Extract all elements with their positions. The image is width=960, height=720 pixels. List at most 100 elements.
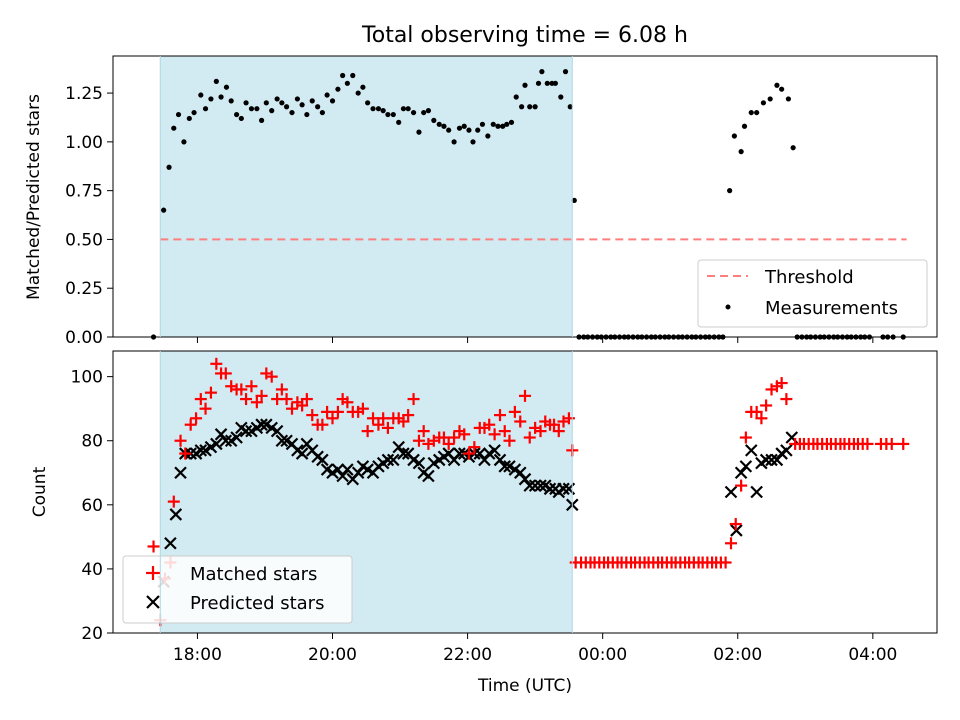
matched-star-marker <box>255 389 268 402</box>
top-y-axis-label: Matched/Predicted stars <box>24 94 44 300</box>
measurement-point <box>181 139 187 145</box>
predicted-star-marker <box>518 472 532 486</box>
matched-star-marker <box>219 367 232 380</box>
matched-star-marker <box>316 418 329 431</box>
measurement-point <box>760 100 767 106</box>
top-y-tick-label: 1.00 <box>65 133 103 153</box>
predicted-star-marker <box>336 469 349 483</box>
measurement-point <box>774 82 780 88</box>
matched-star-marker <box>367 412 380 425</box>
matched-star-marker <box>750 405 763 418</box>
legend-measurements-label: Measurements <box>765 298 898 319</box>
matched-star-marker <box>179 447 192 460</box>
predicted-star-marker <box>381 453 395 467</box>
matched-star-marker <box>381 421 394 434</box>
measurement-point <box>513 94 519 100</box>
top-y-tick-label: 0.25 <box>65 279 103 299</box>
bottom-axes-frame <box>112 350 938 634</box>
predicted-star-marker <box>169 508 183 521</box>
legend-measurements-swatch <box>725 304 731 310</box>
measurement-point <box>731 133 737 139</box>
measurement-point <box>567 104 573 110</box>
measurement-point <box>532 104 538 110</box>
matched-star-marker <box>523 431 536 444</box>
matched-star-marker <box>897 437 910 450</box>
measurement-point <box>535 80 542 86</box>
predicted-star-marker <box>493 453 507 467</box>
matched-star-marker <box>174 434 187 447</box>
matched-star-marker <box>458 428 471 441</box>
matched-star-marker <box>468 441 481 454</box>
chart-title: Total observing time = 6.08 h <box>361 23 688 48</box>
matched-star-marker <box>519 389 531 402</box>
bottom-y-tick-label: 80 <box>81 432 103 452</box>
measurement-point <box>396 119 402 125</box>
measurement-point <box>456 125 463 131</box>
measurement-point <box>319 109 325 116</box>
measurement-point <box>544 80 550 86</box>
measurement-point <box>558 94 564 100</box>
predicted-star-marker <box>392 440 405 454</box>
matched-star-marker <box>184 418 197 431</box>
predicted-star-marker <box>488 444 501 457</box>
matched-star-marker <box>755 412 768 425</box>
matched-star-marker <box>407 393 420 406</box>
matched-star-marker <box>498 425 511 438</box>
predicted-star-marker <box>744 444 758 457</box>
measurement-point <box>171 125 177 131</box>
measurement-point <box>198 92 204 98</box>
measurement-point <box>741 123 748 129</box>
matched-star-marker <box>534 425 547 438</box>
legend-matched-label: Matched stars <box>190 564 317 585</box>
measurement-point <box>191 109 197 116</box>
predicted-star-marker <box>295 447 309 460</box>
predicted-star-marker <box>412 456 426 470</box>
measurement-point <box>340 72 346 79</box>
measurement-point <box>785 96 792 102</box>
measurement-point <box>475 127 481 133</box>
measurement-point <box>329 98 336 104</box>
measurement-point <box>405 106 411 112</box>
measurement-point <box>254 106 260 112</box>
predicted-star-marker <box>316 453 329 467</box>
measurement-point <box>248 106 255 112</box>
matched-star-marker <box>377 412 390 425</box>
predicted-star-marker <box>473 447 487 460</box>
top-y-tick-label: 0.75 <box>65 182 103 202</box>
measurement-point <box>500 123 506 129</box>
measurement-point <box>390 111 396 118</box>
measurement-point <box>324 92 330 98</box>
predicted-star-marker <box>239 424 253 438</box>
measurement-point <box>539 69 545 75</box>
top-axes-frame <box>112 55 938 338</box>
matched-star-marker <box>275 383 288 396</box>
measurement-point <box>370 106 376 112</box>
top-x-axis-ticks <box>196 337 874 343</box>
measurement-point <box>228 98 234 104</box>
matched-star-marker <box>514 415 527 428</box>
matched-star-marker <box>356 402 369 415</box>
x-tick-label: 02:00 <box>713 645 762 665</box>
top-y-axis-ticks: 0.00 0.25 0.50 0.75 1.00 1.25 <box>65 84 113 348</box>
predicted-star-marker <box>194 444 208 457</box>
matched-star-marker <box>361 425 374 438</box>
bottom-y-axis-ticks: 20 40 60 80 100 <box>71 368 113 644</box>
measurement-point <box>299 102 305 108</box>
predicted-star-marker <box>498 460 512 473</box>
matched-star-marker <box>300 393 313 406</box>
matched-star-marker <box>235 383 248 396</box>
measurement-point <box>208 96 214 102</box>
matched-star-marker <box>442 437 455 450</box>
matched-star-marker <box>194 393 207 406</box>
matched-star-marker <box>417 425 430 438</box>
predicted-star-marker <box>453 447 466 460</box>
measurement-point <box>727 188 733 194</box>
matched-star-marker <box>562 412 575 425</box>
measurement-point <box>767 96 773 102</box>
predicted-star-marker <box>478 453 491 467</box>
matched-star-marker <box>739 431 752 444</box>
predicted-star-marker <box>734 466 748 480</box>
matched-star-marker <box>437 431 450 444</box>
predicted-star-marker <box>397 447 410 460</box>
